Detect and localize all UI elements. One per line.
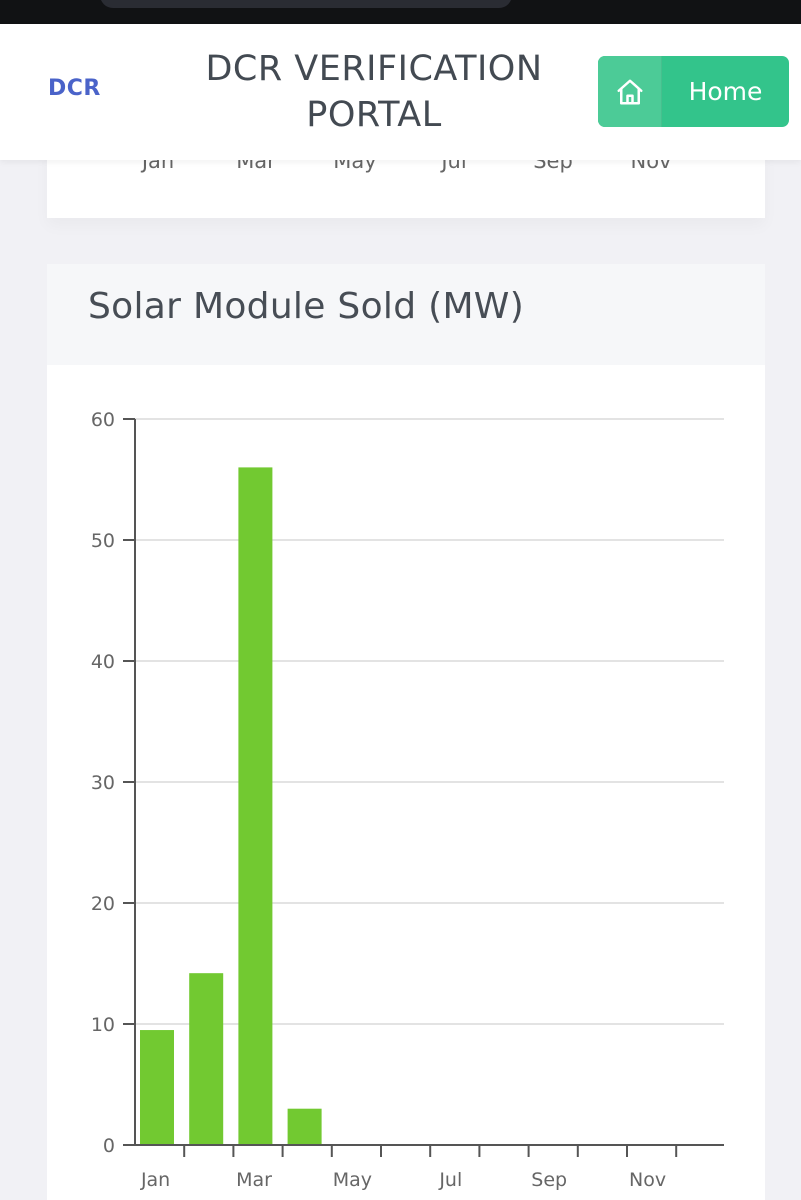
solar-module-card: Solar Module Sold (MW) 0 10 20 30 40 50 60 Jan M… [47, 264, 765, 1200]
y-tick-label: 60 [91, 409, 115, 431]
x-tick-label: Nov [629, 1169, 666, 1191]
x-tick-label: Jul [438, 1169, 462, 1191]
y-tick-label: 30 [91, 772, 115, 794]
bar [287, 1108, 322, 1145]
solar-module-chart: 0 10 20 30 40 50 60 Jan Mar May Jul Sep Nov [91, 409, 724, 1191]
x-tick-label: May [333, 1169, 372, 1191]
y-tick-label: 0 [103, 1135, 115, 1157]
y-tick-label: 40 [91, 651, 115, 673]
y-tick-label: 10 [91, 1014, 115, 1036]
home-icon [598, 56, 662, 127]
brand-logo[interactable]: DCR [48, 76, 101, 101]
card-header: Solar Module Sold (MW) [47, 264, 765, 365]
x-tick-label: Sep [531, 1169, 567, 1191]
top-navbar: DCR DCR VERIFICATION PORTAL Home [0, 24, 801, 160]
home-button[interactable]: Home [598, 56, 789, 127]
x-tick-label: Jan [140, 1169, 170, 1191]
portal-title: DCR VERIFICATION PORTAL [205, 49, 543, 135]
bar [189, 973, 224, 1145]
status-bar [0, 0, 801, 24]
bar [238, 467, 273, 1145]
home-button-label: Home [688, 77, 763, 106]
card-title: Solar Module Sold (MW) [88, 286, 525, 327]
bar [140, 1030, 174, 1145]
y-tick-label: 20 [91, 893, 115, 915]
status-pill [100, 0, 512, 8]
y-tick-label: 50 [91, 530, 115, 552]
x-tick-label: Mar [236, 1169, 272, 1191]
